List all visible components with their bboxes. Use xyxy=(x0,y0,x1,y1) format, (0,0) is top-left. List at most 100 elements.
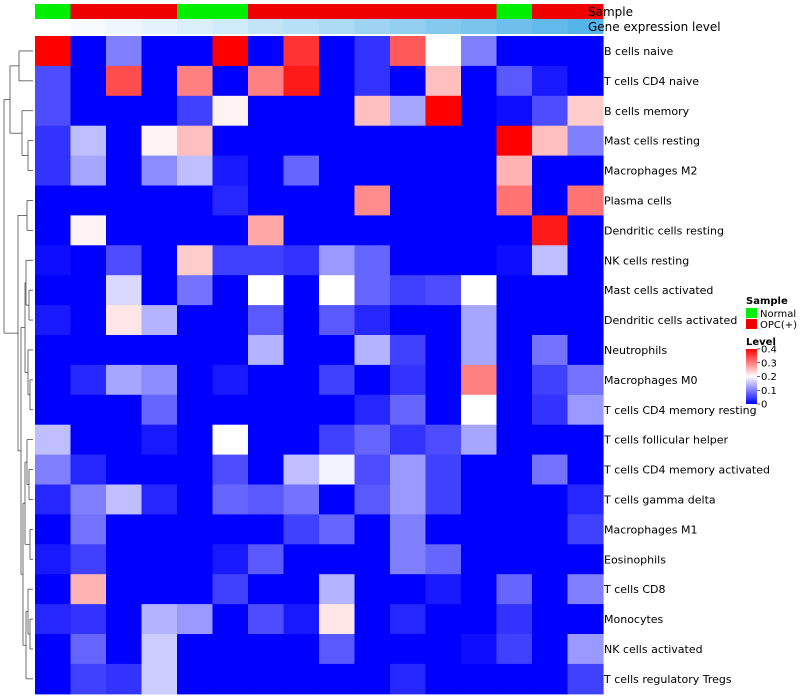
heatmap-cell xyxy=(35,394,72,426)
heatmap-cell xyxy=(496,484,533,515)
heatmap-cell xyxy=(567,544,604,575)
gene-expression-annotation-cell xyxy=(461,19,497,34)
heatmap-cell xyxy=(496,65,533,97)
heatmap-cell xyxy=(177,484,214,515)
heatmap-cell xyxy=(425,95,462,127)
heatmap-cell xyxy=(319,484,356,515)
heatmap-cell xyxy=(567,514,604,545)
gene-expression-annotation-cell xyxy=(35,19,71,34)
heatmap-cell xyxy=(248,484,285,515)
heatmap-cell xyxy=(283,424,320,456)
heatmap-cell xyxy=(532,65,569,97)
heatmap-cell xyxy=(177,125,214,157)
heatmap-cell xyxy=(283,305,320,336)
heatmap-cell xyxy=(141,424,178,456)
heatmap-cell xyxy=(390,663,427,695)
heatmap-cell xyxy=(106,394,143,426)
gene-expression-annotation-cell xyxy=(106,19,142,34)
gene-expression-annotation-cell xyxy=(390,19,426,34)
heatmap-cell xyxy=(212,454,249,486)
heatmap-cell xyxy=(106,634,143,665)
heatmap-cell xyxy=(496,424,533,456)
heatmap-cell xyxy=(70,215,107,246)
heatmap-cell xyxy=(141,514,178,545)
heatmap-cell xyxy=(354,305,391,336)
heatmap-cell xyxy=(461,275,498,306)
legend: Sample Normal OPC(+) Level 0.4 0.3 0.2 0.1 0 xyxy=(746,296,797,411)
heatmap-cell xyxy=(567,95,604,127)
heatmap-cell xyxy=(425,634,462,665)
heatmap-cell xyxy=(106,604,143,635)
heatmap-cell xyxy=(283,335,320,366)
heatmap-cell xyxy=(177,574,214,605)
heatmap-cell xyxy=(283,155,320,187)
heatmap-cell xyxy=(248,663,285,695)
gene-expression-annotation-cell xyxy=(496,19,533,34)
heatmap-cell xyxy=(567,364,604,396)
row-label: Macrophages M2 xyxy=(604,165,697,178)
heatmap-cell xyxy=(35,514,72,545)
heatmap-cell xyxy=(70,544,107,575)
sample-annotation-cell xyxy=(212,4,249,19)
gene-expression-annotation-cell xyxy=(70,19,107,34)
heatmap-cell xyxy=(70,634,107,665)
heatmap-cell xyxy=(212,36,249,67)
heatmap-cell xyxy=(35,634,72,665)
heatmap-cell xyxy=(496,275,533,306)
heatmap-cell xyxy=(532,335,569,366)
heatmap-cell xyxy=(283,663,320,695)
heatmap-cell xyxy=(248,604,285,635)
heatmap-cell xyxy=(248,185,285,216)
heatmap-cell xyxy=(567,125,604,157)
sample-annotation-cell xyxy=(532,4,568,19)
heatmap-cell xyxy=(106,663,143,695)
heatmap-cell xyxy=(283,484,320,515)
heatmap-cell xyxy=(177,604,214,635)
heatmap-cell xyxy=(461,125,498,157)
heatmap-cell xyxy=(461,95,498,127)
heatmap-cell xyxy=(106,544,143,575)
sample-annotation-cell xyxy=(354,4,391,19)
heatmap-cell xyxy=(35,155,72,187)
heatmap-cell xyxy=(319,544,356,575)
heatmap-cell xyxy=(35,125,72,157)
heatmap-cell xyxy=(248,544,285,575)
heatmap-cell xyxy=(390,125,427,157)
legend-label-opc: OPC(+) xyxy=(760,320,797,331)
heatmap-cell xyxy=(283,454,320,486)
heatmap-cell xyxy=(567,394,604,426)
heatmap-cell xyxy=(177,36,214,67)
heatmap-cell xyxy=(106,514,143,545)
heatmap-cell xyxy=(70,275,107,306)
annotation-labels: Sample Gene expression level xyxy=(588,5,721,34)
heatmap-cell xyxy=(319,604,356,635)
heatmap-cell xyxy=(390,634,427,665)
heatmap-cell xyxy=(425,514,462,545)
heatmap-cell xyxy=(70,305,107,336)
heatmap-cell xyxy=(390,185,427,216)
heatmap-cell xyxy=(35,275,72,306)
sample-annotation-cell xyxy=(390,4,426,19)
heatmap-cell xyxy=(106,305,143,336)
heatmap-cell xyxy=(496,634,533,665)
heatmap-cell xyxy=(390,95,427,127)
heatmap-cell xyxy=(532,155,569,187)
heatmap-cell xyxy=(141,95,178,127)
heatmap-cell xyxy=(35,215,72,246)
heatmap-cell xyxy=(425,454,462,486)
heatmap-cell xyxy=(35,36,72,67)
heatmap-cell xyxy=(141,245,178,276)
heatmap-cell xyxy=(425,185,462,216)
heatmap-cell xyxy=(567,663,604,695)
heatmap-cell xyxy=(106,335,143,366)
heatmap-cell xyxy=(567,245,604,276)
heatmap-cell xyxy=(354,275,391,306)
heatmap-cell xyxy=(461,663,498,695)
heatmap-cell xyxy=(354,574,391,605)
heatmap-cell xyxy=(212,275,249,306)
heatmap-cell xyxy=(141,305,178,336)
heatmap-cell xyxy=(390,275,427,306)
row-label: Mast cells activated xyxy=(604,284,713,297)
heatmap-cell xyxy=(35,424,72,456)
legend-swatch-normal xyxy=(746,308,757,318)
